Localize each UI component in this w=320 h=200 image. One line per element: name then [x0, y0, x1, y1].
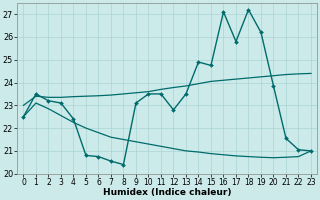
X-axis label: Humidex (Indice chaleur): Humidex (Indice chaleur) [103, 188, 231, 197]
